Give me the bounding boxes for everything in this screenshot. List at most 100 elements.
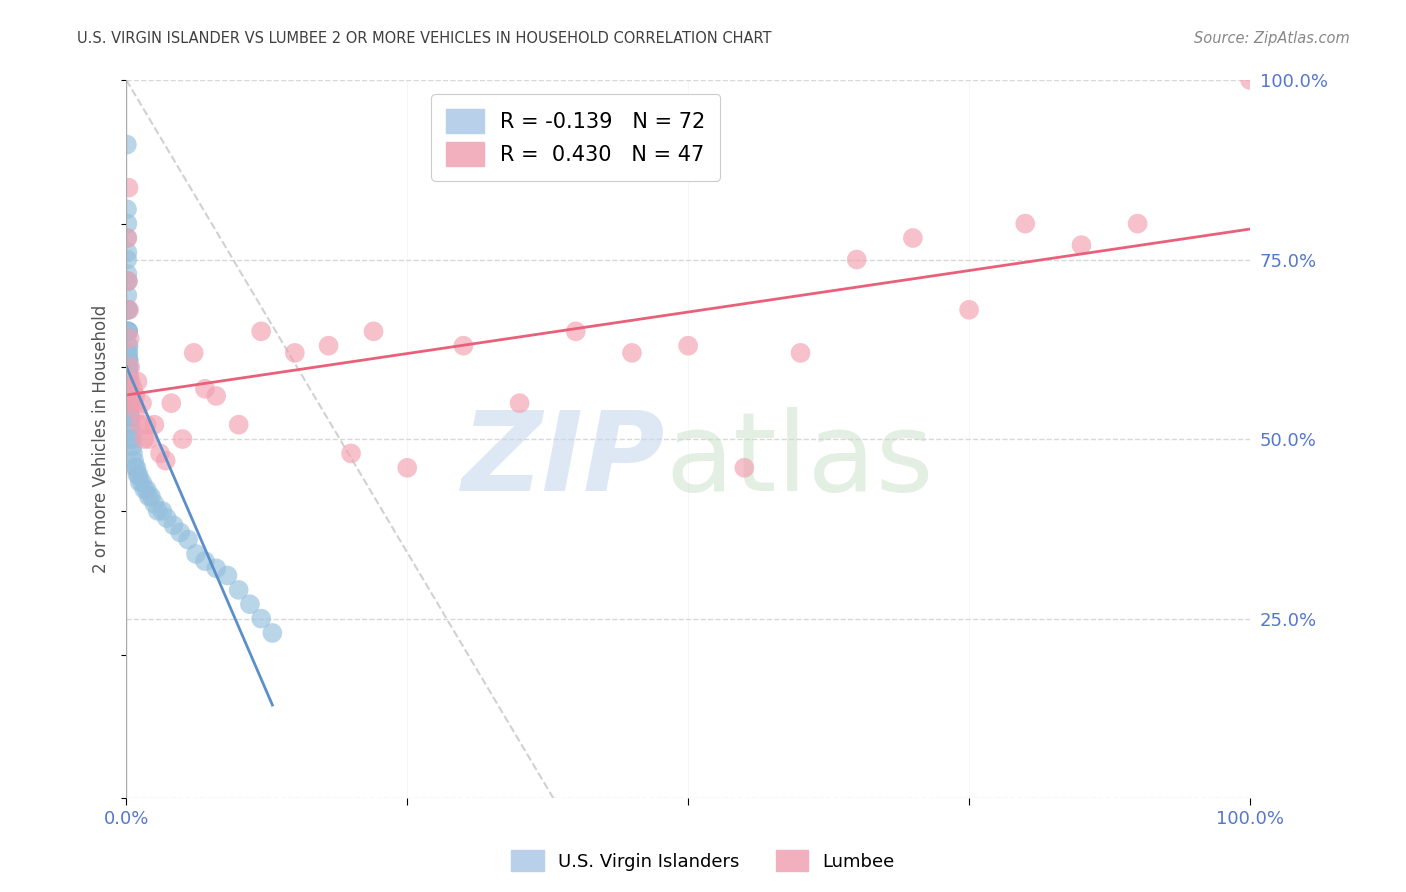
Point (120, 410, 142, 425)
Point (134, 432, 156, 446)
Point (117, 288, 139, 302)
Point (250, 324, 273, 338)
Point (124, 460, 146, 475)
Point (117, 274, 139, 288)
Point (131, 475, 153, 490)
Point (172, 432, 194, 446)
Point (169, 525, 191, 540)
Point (118, 389, 141, 403)
Point (115, 252, 138, 267)
Point (118, 375, 141, 389)
Point (117, 368, 139, 382)
Point (228, 582, 250, 597)
Point (118, 403, 141, 417)
Point (131, 396, 153, 410)
Point (117, 180, 139, 194)
Point (117, 353, 139, 368)
Text: U.S. VIRGIN ISLANDER VS LUMBEE 2 OR MORE VEHICLES IN HOUSEHOLD CORRELATION CHART: U.S. VIRGIN ISLANDER VS LUMBEE 2 OR MORE… (77, 31, 772, 46)
Legend: U.S. Virgin Islanders, Lumbee: U.S. Virgin Islanders, Lumbee (503, 843, 903, 879)
Point (122, 396, 145, 410)
Point (177, 533, 200, 547)
Point (156, 511, 179, 525)
Point (340, 446, 363, 460)
Point (127, 375, 149, 389)
Point (122, 382, 145, 396)
Point (117, 245, 139, 260)
Point (117, 339, 139, 353)
Point (118, 332, 141, 346)
Point (117, 267, 139, 281)
Point (120, 375, 142, 389)
Point (845, 252, 868, 267)
Point (250, 611, 273, 625)
Point (118, 382, 141, 396)
Point (117, 346, 139, 360)
Point (901, 231, 924, 245)
Point (1070, 238, 1092, 252)
Point (135, 417, 157, 432)
Point (228, 417, 250, 432)
Point (117, 274, 139, 288)
Point (117, 302, 139, 317)
Point (117, 231, 139, 245)
Point (155, 453, 177, 467)
Point (789, 346, 811, 360)
Text: Source: ZipAtlas.com: Source: ZipAtlas.com (1194, 31, 1350, 46)
Point (117, 353, 139, 368)
Point (139, 490, 162, 504)
Point (217, 568, 239, 582)
Point (120, 360, 142, 375)
Point (117, 217, 139, 231)
Point (117, 324, 139, 338)
Point (117, 302, 139, 317)
Text: ZIP: ZIP (463, 407, 665, 514)
Point (262, 626, 284, 640)
Point (118, 302, 141, 317)
Point (120, 396, 142, 410)
Point (135, 483, 157, 497)
Point (120, 432, 142, 446)
Point (134, 483, 156, 497)
Point (194, 382, 217, 396)
Point (396, 460, 419, 475)
Point (733, 460, 755, 475)
Point (118, 396, 141, 410)
Point (118, 360, 141, 375)
Point (194, 554, 217, 568)
Point (117, 324, 139, 338)
Point (122, 446, 145, 460)
Point (957, 302, 980, 317)
Point (318, 339, 340, 353)
Point (143, 417, 166, 432)
Point (117, 339, 139, 353)
Point (115, 274, 138, 288)
Point (117, 324, 139, 338)
Point (150, 504, 173, 518)
Point (363, 324, 385, 338)
Point (205, 389, 228, 403)
Point (620, 346, 643, 360)
Point (128, 417, 150, 432)
Point (121, 439, 143, 453)
Point (239, 597, 262, 611)
Point (184, 547, 207, 561)
Point (115, 231, 138, 245)
Point (509, 396, 531, 410)
Point (676, 339, 699, 353)
Point (117, 324, 139, 338)
Point (115, 202, 138, 217)
Text: atlas: atlas (665, 407, 934, 514)
Point (118, 396, 141, 410)
Point (121, 389, 143, 403)
Point (284, 346, 307, 360)
Y-axis label: 2 or more Vehicles in Household: 2 or more Vehicles in Household (93, 305, 110, 574)
Point (1126, 217, 1149, 231)
Point (117, 302, 139, 317)
Point (149, 446, 172, 460)
Point (162, 518, 184, 533)
Point (115, 137, 138, 152)
Point (160, 396, 183, 410)
Point (118, 382, 141, 396)
Point (125, 403, 148, 417)
Point (565, 324, 588, 338)
